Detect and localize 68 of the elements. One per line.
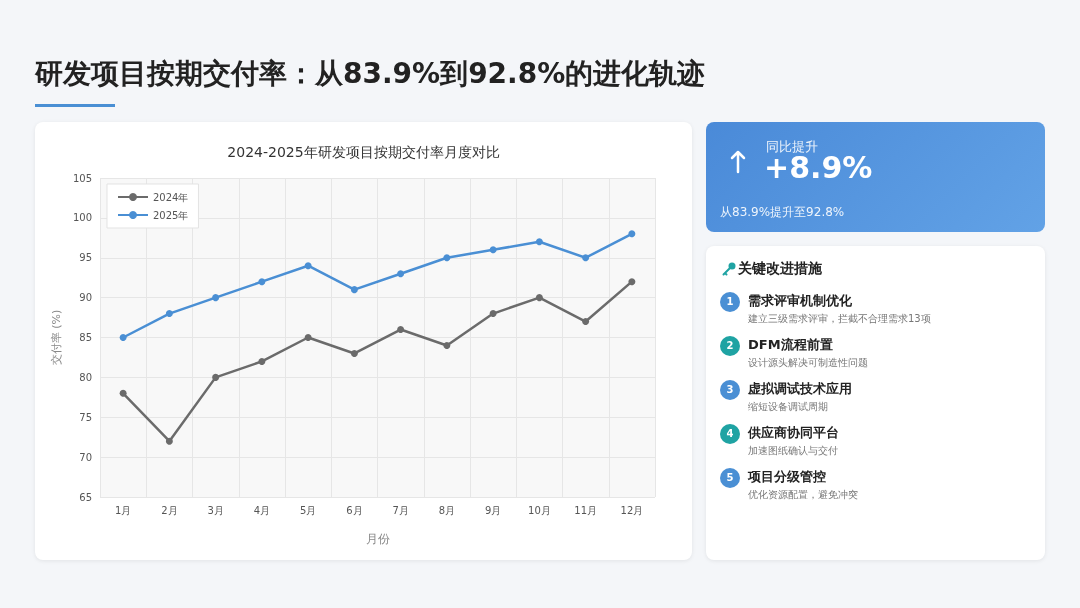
x-tick-label: 2月 — [161, 504, 178, 516]
point — [489, 246, 497, 254]
x-tick-label: 11月 — [574, 504, 597, 516]
point — [628, 278, 636, 286]
x-tick-label: 10月 — [528, 504, 551, 516]
text: 设计源头解决可制造性问题 — [748, 356, 868, 370]
y-tick-label: 65 — [79, 491, 92, 503]
x-tick-label: 8月 — [438, 504, 456, 516]
text: 关键改进措施 — [738, 260, 822, 278]
text: 缩短设备调试周期 — [748, 400, 828, 414]
y-tick-label: 70 — [79, 451, 92, 463]
point — [212, 294, 220, 302]
text: 3 — [720, 380, 740, 400]
point — [397, 326, 405, 334]
point — [212, 373, 220, 381]
point — [165, 437, 173, 445]
point — [304, 334, 312, 341]
x-axis-title: 月份 — [365, 532, 390, 546]
point — [350, 349, 358, 357]
x-tick-label: 12月 — [620, 504, 644, 516]
y-tick-label: 85 — [79, 332, 92, 343]
point — [165, 310, 173, 318]
text: 4 — [720, 424, 740, 444]
y-tick-label: 80 — [79, 371, 92, 383]
legend-label: 2025年 — [153, 209, 189, 221]
x-tick-label: 7月 — [392, 504, 409, 516]
x-tick-label: 3月 — [207, 504, 224, 516]
point — [443, 254, 451, 262]
text: DFM流程前置 — [748, 336, 833, 354]
chart-title: 研发项目按期交付率：从83.9%到92.8%的进化轨迹 — [35, 56, 706, 92]
y-axis-title: 交付率 (%) — [50, 309, 63, 366]
point — [489, 310, 497, 318]
point — [582, 254, 590, 262]
point — [258, 357, 266, 365]
point — [119, 389, 127, 397]
x-tick-label: 6月 — [346, 504, 363, 516]
point — [119, 334, 127, 341]
y-tick-label: 90 — [79, 292, 92, 304]
x-tick-label: 4月 — [253, 504, 271, 516]
y-tick-label: 105 — [72, 172, 92, 184]
x-tick-label: 1月 — [114, 504, 132, 516]
y-tick-label: 75 — [79, 411, 92, 423]
point — [535, 294, 543, 302]
text: 5 — [720, 468, 740, 488]
x-tick-label: 9月 — [484, 504, 502, 516]
point — [258, 278, 266, 286]
text: 供应商协同平台 — [748, 424, 839, 442]
point — [443, 341, 451, 349]
point — [350, 286, 358, 294]
point — [535, 238, 543, 246]
text: 项目分级管控 — [748, 468, 826, 486]
text: 虚拟调试技术应用 — [748, 380, 852, 398]
text: 1 — [720, 292, 740, 312]
text: 2 — [720, 336, 740, 356]
point — [628, 230, 636, 238]
text: 需求评审机制优化 — [748, 292, 852, 310]
chart-subtitle: 2024-2025年研发项目按期交付率月度对比 — [227, 144, 500, 160]
y-tick-label: 100 — [72, 212, 92, 224]
text: 从83.9%提升至92.8% — [720, 204, 845, 221]
text: 优化资源配置，避免冲突 — [748, 488, 858, 502]
text: 建立三级需求评审，拦截不合理需求13项 — [748, 312, 931, 326]
legend-label: 2024年 — [153, 191, 189, 203]
text: 加速图纸确认与交付 — [748, 444, 838, 458]
point — [304, 262, 312, 270]
point — [397, 270, 405, 278]
x-tick-label: 5月 — [299, 504, 317, 516]
point — [582, 318, 590, 326]
y-tick-label: 95 — [79, 252, 92, 264]
